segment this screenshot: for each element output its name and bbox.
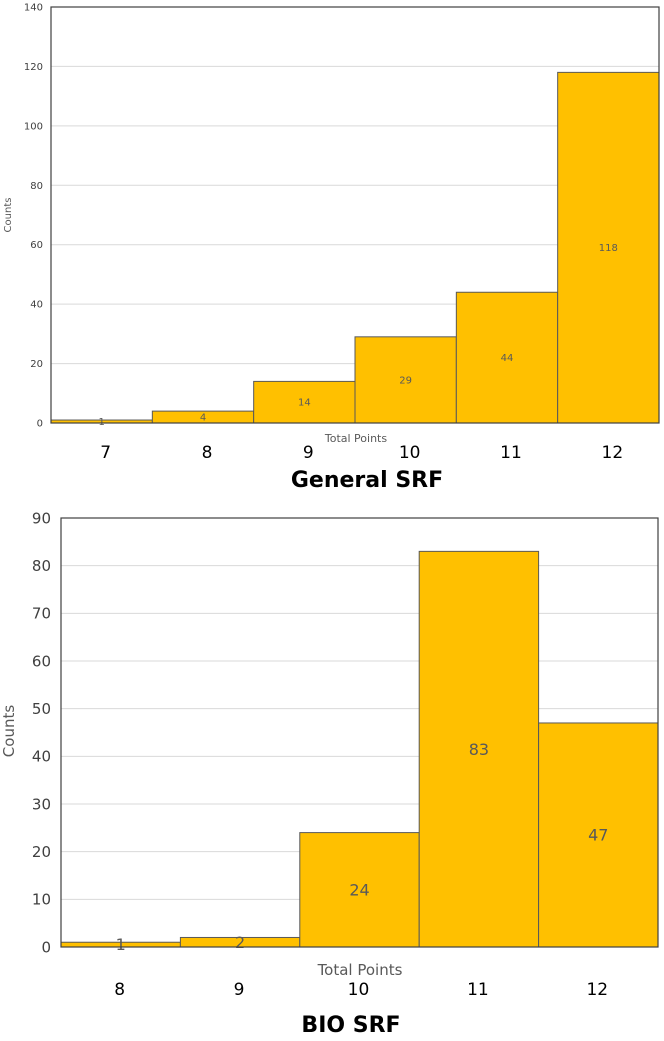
data-label: 24 bbox=[349, 880, 369, 899]
bar bbox=[455, 291, 559, 424]
data-label: 83 bbox=[469, 740, 489, 759]
bar bbox=[538, 722, 659, 948]
bar bbox=[557, 71, 660, 424]
data-label: 44 bbox=[501, 353, 514, 364]
x-tick-label: 8 bbox=[114, 980, 125, 1000]
plot-frame bbox=[60, 517, 659, 948]
y-tick-label: 10 bbox=[32, 891, 51, 909]
x-tick-label: 9 bbox=[234, 980, 245, 1000]
data-label: 4 bbox=[200, 413, 206, 424]
y-tick-label: 20 bbox=[32, 843, 51, 861]
y-tick-label: 80 bbox=[30, 181, 43, 192]
data-label: 1 bbox=[116, 935, 126, 954]
y-tick-label: 50 bbox=[32, 700, 51, 718]
y-tick-label: 60 bbox=[30, 240, 43, 251]
bar bbox=[418, 550, 540, 948]
y-tick-label: 20 bbox=[30, 359, 43, 370]
y-tick-label: 120 bbox=[24, 62, 43, 73]
y-tick-label: 80 bbox=[32, 557, 51, 575]
y-tick-label: 140 bbox=[24, 3, 43, 14]
y-tick-label: 0 bbox=[41, 938, 51, 956]
x-tick-label: 10 bbox=[348, 980, 370, 1000]
x-tick-label: 11 bbox=[467, 980, 489, 1000]
y-axis-title: Counts bbox=[3, 198, 14, 233]
plot-frame bbox=[50, 6, 660, 424]
data-label: 118 bbox=[599, 243, 618, 254]
y-axis-title: Counts bbox=[0, 705, 18, 758]
y-tick-label: 40 bbox=[30, 300, 43, 311]
x-axis-title: Total Points bbox=[324, 432, 387, 445]
x-tick-label: 10 bbox=[399, 443, 421, 463]
data-label: 14 bbox=[298, 398, 311, 409]
bar bbox=[354, 336, 457, 424]
data-label: 29 bbox=[399, 375, 412, 386]
general-srf-title: General SRF bbox=[290, 468, 444, 493]
y-tick-label: 70 bbox=[32, 605, 51, 623]
y-tick-label: 0 bbox=[37, 419, 43, 430]
y-tick-label: 60 bbox=[32, 652, 51, 670]
y-tick-label: 100 bbox=[24, 121, 43, 132]
x-tick-label: 12 bbox=[586, 980, 608, 1000]
x-tick-label: 12 bbox=[602, 443, 624, 463]
y-tick-label: 90 bbox=[32, 509, 51, 527]
bio-srf-title: BIO SRF bbox=[301, 1013, 401, 1038]
x-tick-label: 8 bbox=[202, 443, 213, 463]
x-tick-label: 7 bbox=[100, 443, 111, 463]
y-tick-label: 30 bbox=[32, 795, 51, 813]
y-tick-label: 40 bbox=[32, 748, 51, 766]
data-label: 2 bbox=[235, 933, 245, 952]
data-label: 47 bbox=[588, 826, 608, 845]
x-axis-title: Total Points bbox=[317, 961, 403, 979]
x-tick-label: 9 bbox=[303, 443, 314, 463]
x-tick-label: 11 bbox=[500, 443, 522, 463]
bar bbox=[299, 832, 420, 948]
